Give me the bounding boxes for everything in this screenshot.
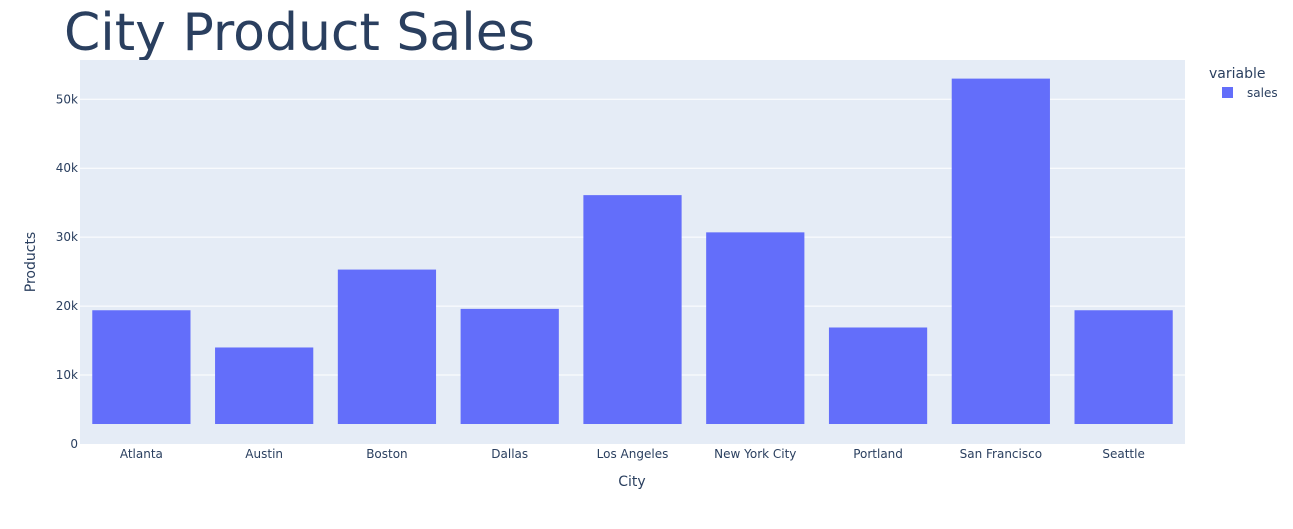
x-tick-label: Atlanta xyxy=(120,447,163,461)
x-tick-label: Dallas xyxy=(491,447,528,461)
bar-portland[interactable] xyxy=(828,327,928,425)
bar-seattle[interactable] xyxy=(1074,310,1173,425)
bar-new-york-city[interactable] xyxy=(706,232,805,425)
x-tick-label: Boston xyxy=(366,447,407,461)
y-axis-ticks: 0 10k 20k 30k 40k 50k xyxy=(56,92,78,451)
y-tick-label: 40k xyxy=(56,161,78,175)
x-tick-label: Los Angeles xyxy=(597,447,669,461)
bar-boston[interactable] xyxy=(337,269,437,425)
x-tick-label: Seattle xyxy=(1102,447,1144,461)
bar-austin[interactable] xyxy=(215,347,314,425)
bar-atlanta[interactable] xyxy=(92,310,191,425)
x-tick-label: New York City xyxy=(714,447,796,461)
y-tick-label: 20k xyxy=(56,299,78,313)
chart-title: City Product Sales xyxy=(64,3,535,63)
bars xyxy=(92,78,1173,425)
y-tick-label: 10k xyxy=(56,368,78,382)
y-tick-label: 50k xyxy=(56,92,78,106)
x-axis-ticks: Atlanta Austin Boston Dallas Los Angeles New … xyxy=(120,447,1145,461)
y-tick-label: 0 xyxy=(70,437,78,451)
legend[interactable]: variable sales xyxy=(1209,66,1278,100)
legend-swatch-sales[interactable] xyxy=(1222,87,1233,98)
bar-los-angeles[interactable] xyxy=(583,195,682,425)
bar-dallas[interactable] xyxy=(460,308,559,425)
x-tick-label: Portland xyxy=(853,447,903,461)
legend-label-sales[interactable]: sales xyxy=(1247,86,1278,100)
x-tick-label: San Francisco xyxy=(960,447,1042,461)
x-axis-title: City xyxy=(618,474,645,490)
bar-san-francisco[interactable] xyxy=(951,78,1050,425)
x-tick-label: Austin xyxy=(245,447,283,461)
y-tick-label: 30k xyxy=(56,230,78,244)
y-axis-title: Products xyxy=(23,232,39,292)
legend-title: variable xyxy=(1209,66,1265,82)
